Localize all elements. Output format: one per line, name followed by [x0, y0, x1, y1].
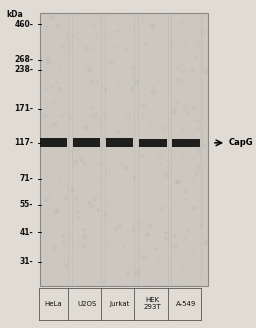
Text: 41-: 41-	[20, 228, 33, 237]
Text: Jurkat: Jurkat	[110, 301, 130, 307]
Bar	[40, 138, 67, 147]
Bar	[40, 13, 208, 286]
Text: CapG: CapG	[228, 138, 253, 147]
Bar	[106, 138, 133, 147]
Text: 117-: 117-	[14, 138, 33, 147]
Text: 31-: 31-	[20, 257, 33, 266]
Text: 71-: 71-	[19, 174, 33, 183]
Bar	[73, 138, 100, 147]
Text: 460-: 460-	[14, 20, 33, 29]
Text: 238-: 238-	[14, 65, 33, 74]
Text: 268-: 268-	[14, 55, 33, 64]
Text: 171-: 171-	[14, 104, 33, 113]
Text: 55-: 55-	[20, 200, 33, 209]
Bar	[139, 139, 167, 147]
Text: U2OS: U2OS	[77, 301, 96, 307]
Bar	[172, 139, 200, 148]
Text: A-549: A-549	[176, 301, 196, 307]
Text: HeLa: HeLa	[45, 301, 62, 307]
Text: kDa: kDa	[6, 10, 23, 18]
Text: HEK
293T: HEK 293T	[144, 297, 162, 310]
